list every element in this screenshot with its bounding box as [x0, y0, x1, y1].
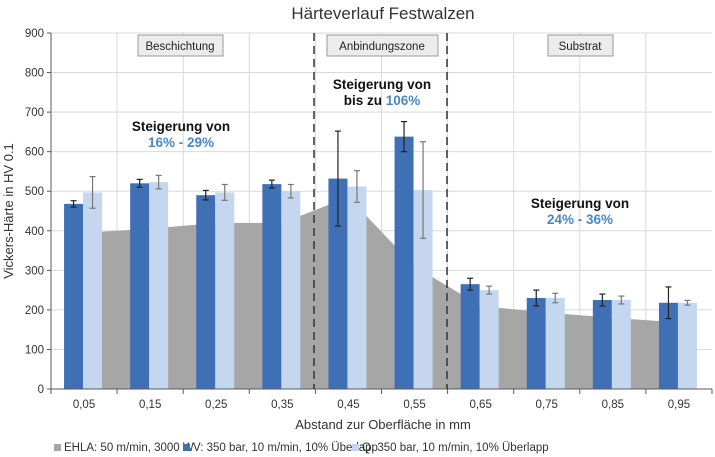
y-tick-label: 900 — [25, 28, 44, 40]
x-axis-label: Abstand zur Oberfläche in mm — [295, 417, 471, 432]
error-bar-q — [618, 295, 625, 305]
zone-label-beschichtung: Beschichtung — [137, 34, 224, 57]
bar-q — [479, 290, 499, 389]
error-bar-q — [684, 299, 691, 306]
error-bar-q — [353, 170, 360, 203]
zone-label-anbindungszone: Anbindungszone — [326, 34, 439, 57]
bar-q — [347, 186, 367, 389]
legend-label-v: V: 350 bar, 10 m/min, 10% Überlapp — [193, 442, 378, 454]
zone-label-substrat: Substrat — [547, 34, 614, 57]
bar-v — [460, 284, 480, 389]
bar-q — [215, 192, 235, 389]
legend-label-ehla: EHLA: 50 m/min, 3000 W — [64, 442, 194, 454]
svg-text:Anbindungszone: Anbindungszone — [339, 41, 425, 53]
legend-swatch-q — [352, 444, 359, 451]
legend-label-q: Q: 350 bar, 10 m/min, 10% Überlapp — [362, 442, 549, 454]
error-bar-v — [599, 293, 606, 307]
error-bar-v — [70, 200, 77, 208]
y-tick-label: 800 — [25, 68, 44, 80]
y-tick-label: 100 — [25, 344, 44, 356]
bar-v — [658, 302, 678, 389]
svg-text:24% - 36%: 24% - 36% — [547, 212, 613, 227]
bar-v — [130, 183, 150, 389]
x-tick-label: 0,55 — [403, 399, 425, 411]
bar-v — [526, 298, 546, 389]
svg-text:Beschichtung: Beschichtung — [145, 41, 214, 53]
y-tick-label: 200 — [25, 305, 44, 317]
error-bar-v — [401, 121, 408, 153]
y-tick-label: 400 — [25, 226, 44, 238]
error-bar-q — [486, 285, 493, 295]
error-bar-v — [467, 277, 474, 291]
legend: EHLA: 50 m/min, 3000 W V: 350 bar, 10 m/… — [54, 442, 549, 454]
bar-q — [611, 300, 631, 389]
x-tick-label: 0,95 — [668, 399, 690, 411]
svg-text:Substrat: Substrat — [559, 41, 603, 53]
error-bar-q — [552, 292, 559, 304]
y-tick-label: 500 — [25, 186, 44, 198]
y-tick-label: 300 — [25, 265, 44, 277]
error-bar-v — [202, 189, 209, 201]
error-bar-q — [420, 141, 427, 239]
x-tick-label: 0,15 — [139, 399, 161, 411]
x-tick-label: 0,25 — [205, 399, 227, 411]
error-bar-q — [155, 174, 162, 190]
x-tick-label: 0,85 — [602, 399, 624, 411]
svg-text:Steigerung von: Steigerung von — [531, 196, 629, 211]
x-tick-label: 0,05 — [73, 399, 95, 411]
bar-v — [592, 300, 612, 389]
svg-text:16% - 29%: 16% - 29% — [148, 135, 214, 150]
error-bar-q — [287, 183, 294, 199]
legend-swatch-v — [183, 444, 190, 451]
annotation-substrat: Steigerung von 24% - 36% — [531, 196, 629, 227]
x-tick-labels: 0,05 0,15 0,25 0,35 0,45 0,55 0,65 0,75 0,85 0,95 — [73, 399, 690, 411]
bar-v — [262, 184, 282, 389]
error-bar-v — [334, 130, 341, 227]
bar-series — [64, 121, 697, 389]
bar-q — [281, 191, 301, 389]
bar-q — [545, 298, 565, 389]
svg-text:Steigerung von: Steigerung von — [333, 77, 431, 92]
bar-q — [413, 190, 433, 389]
svg-text:Steigerung von: Steigerung von — [132, 119, 230, 134]
bar-v — [394, 136, 414, 389]
svg-text:bis zu 106%: bis zu 106% — [344, 93, 421, 108]
error-bar-v — [136, 178, 143, 188]
bar-v — [64, 203, 84, 389]
y-axis-label: Vickers-Härte in HV 0.1 — [1, 143, 16, 279]
error-bar-v — [665, 286, 672, 320]
x-tick-label: 0,65 — [469, 399, 491, 411]
axes — [47, 32, 713, 394]
error-bar-q — [89, 175, 96, 209]
bar-v — [196, 195, 216, 389]
y-tick-label: 700 — [25, 107, 44, 119]
error-bar-v — [268, 179, 275, 189]
y-tick-label: 0 — [38, 384, 44, 396]
bar-v — [328, 178, 348, 389]
bar-q — [677, 302, 697, 389]
x-tick-label: 0,75 — [536, 399, 558, 411]
error-bar-v — [533, 289, 540, 307]
y-tick-label: 600 — [25, 147, 44, 159]
annotation-anbindungszone: Steigerung von bis zu 106% — [333, 77, 431, 108]
bar-q — [83, 192, 103, 389]
annotation-beschichtung: Steigerung von 16% - 29% — [132, 119, 230, 150]
bar-q — [149, 182, 169, 389]
x-tick-label: 0,35 — [271, 399, 293, 411]
y-tick-labels: 0 100 200 300 400 500 600 700 800 900 — [25, 28, 44, 396]
legend-swatch-ehla — [54, 444, 61, 451]
error-bar-q — [221, 183, 228, 201]
chart-title: Härteverlauf Festwalzen — [291, 4, 474, 23]
x-tick-label: 0,45 — [337, 399, 359, 411]
